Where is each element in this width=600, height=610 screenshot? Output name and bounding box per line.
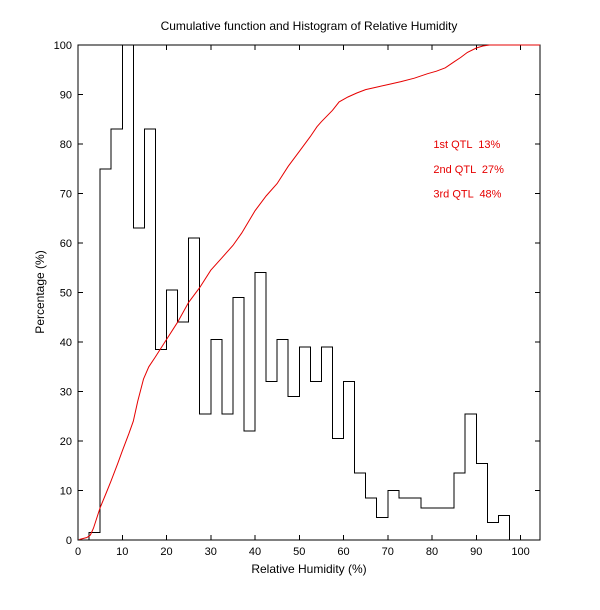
y-tick-label: 90 bbox=[60, 90, 72, 102]
x-tick-label: 20 bbox=[160, 546, 172, 558]
quartile-annotation: 1st QTL 13% bbox=[433, 139, 500, 151]
cumulative-curve bbox=[79, 44, 540, 540]
y-tick-label: 10 bbox=[60, 486, 72, 498]
x-tick-label: 60 bbox=[337, 546, 349, 558]
y-tick-label: 60 bbox=[60, 238, 72, 250]
axes: 0 10 20 30 40 50 60 70 80 90 100 0 10 20 30 40 50 60 70 80 9… bbox=[54, 40, 541, 558]
y-tick-label: 50 bbox=[60, 288, 72, 300]
histogram-outline bbox=[78, 44, 521, 541]
y-tick-label: 70 bbox=[60, 189, 72, 201]
y-tick-label: 0 bbox=[66, 535, 72, 547]
chart-title: Cumulative function and Histogram of Rel… bbox=[161, 19, 458, 33]
quartile-annotation: 2nd QTL 27% bbox=[433, 164, 504, 176]
series bbox=[78, 44, 540, 541]
y-tick-label: 100 bbox=[54, 40, 72, 52]
annotations: 1st QTL 13% 2nd QTL 27% 3rd QTL 48% bbox=[433, 139, 504, 201]
x-tick-label: 10 bbox=[116, 546, 128, 558]
x-tick-label: 100 bbox=[511, 546, 529, 558]
y-tick-label: 40 bbox=[60, 337, 72, 349]
y-tick-label: 30 bbox=[60, 387, 72, 399]
x-tick-label: 40 bbox=[249, 546, 261, 558]
x-tick-label: 80 bbox=[426, 546, 438, 558]
y-axis-label: Percentage (%) bbox=[33, 250, 47, 333]
x-tick-label: 50 bbox=[293, 546, 305, 558]
x-tick-label: 0 bbox=[75, 546, 81, 558]
x-tick-label: 90 bbox=[470, 546, 482, 558]
y-tick-label: 20 bbox=[60, 436, 72, 448]
x-axis-label: Relative Humidity (%) bbox=[251, 562, 366, 576]
x-tick-label: 70 bbox=[382, 546, 394, 558]
x-tick-label: 30 bbox=[205, 546, 217, 558]
plot-box bbox=[77, 44, 541, 541]
y-tick-label: 80 bbox=[60, 139, 72, 151]
quartile-annotation: 3rd QTL 48% bbox=[433, 189, 501, 201]
